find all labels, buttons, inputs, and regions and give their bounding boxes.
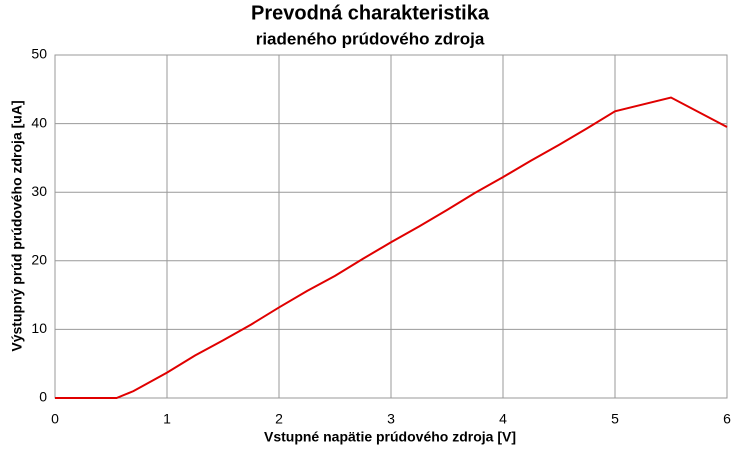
y-tick-label: 40 xyxy=(31,114,47,130)
chart-title: Prevodná charakteristika xyxy=(251,2,490,24)
x-tick-label: 4 xyxy=(499,411,507,427)
x-axis-title: Vstupné napätie prúdového zdroja [V] xyxy=(264,429,516,445)
y-tick-label: 20 xyxy=(31,252,47,268)
x-tick-label: 3 xyxy=(387,411,395,427)
x-tick-label: 0 xyxy=(51,411,59,427)
y-tick-label: 0 xyxy=(39,389,47,405)
x-tick-label: 6 xyxy=(723,411,731,427)
x-tick-label: 5 xyxy=(611,411,619,427)
y-tick-label: 50 xyxy=(31,46,47,62)
y-axis-title: Výstupný prúd prúdového zdroja [uA] xyxy=(9,100,25,351)
y-tick-label: 30 xyxy=(31,183,47,199)
chart-subtitle: riadeného prúdového zdroja xyxy=(256,29,485,48)
x-tick-label: 1 xyxy=(163,411,171,427)
y-tick-label: 10 xyxy=(31,320,47,336)
x-tick-label: 2 xyxy=(275,411,283,427)
data-line xyxy=(55,96,728,399)
